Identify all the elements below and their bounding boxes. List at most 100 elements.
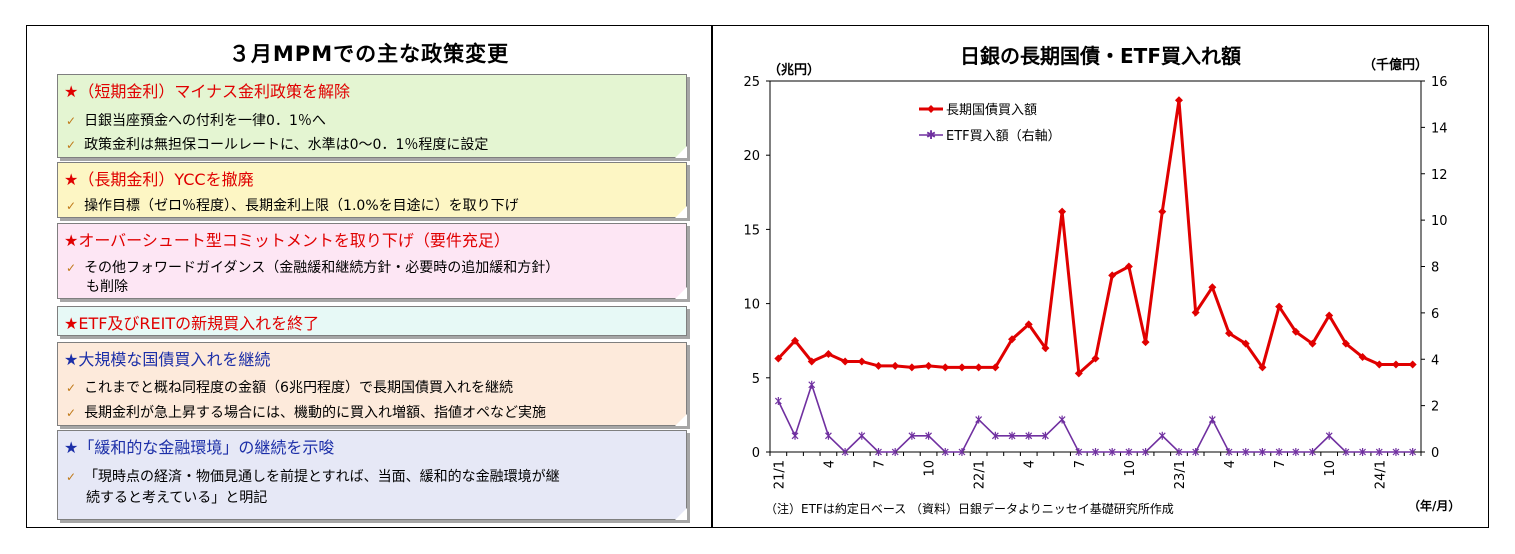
data-point xyxy=(974,363,983,372)
folded-corner-icon xyxy=(675,414,687,426)
x-tick-label: 4 xyxy=(1023,460,1038,468)
data-point xyxy=(1041,431,1049,440)
data-point xyxy=(841,448,849,456)
data-point xyxy=(875,448,882,456)
data-point xyxy=(1075,448,1083,456)
data-point xyxy=(1225,329,1234,338)
policy-box-short-rate: ★（短期金利）マイナス金利政策を解除 ✓ 日銀当座預金への付利を一律0．1％へ ✓… xyxy=(57,74,687,158)
right-tick-label: 16 xyxy=(1431,75,1448,90)
data-point xyxy=(1091,354,1100,363)
x-tick-label: 4 xyxy=(1223,460,1238,468)
plot-area xyxy=(769,80,1422,453)
data-point xyxy=(941,448,949,456)
bullet-item: ✓ これまでと概ね同程度の金額（6兆円程度）で長期国債買入れを継続 xyxy=(66,380,513,396)
policy-summary-panel: ３月MPMでの主な政策変更 ★（短期金利）マイナス金利政策を解除 ✓ 日銀当座預金… xyxy=(26,25,712,528)
data-point xyxy=(1108,271,1117,280)
data-point xyxy=(1125,448,1133,456)
data-point xyxy=(808,380,816,389)
bullet-item: ✓ 操作目標（ゼロ％程度）、長期金利上限（1.0%を目途に）を取り下げ xyxy=(66,198,519,214)
x-tick-label: 7 xyxy=(1073,460,1088,468)
data-point xyxy=(1108,448,1116,456)
x-tick-label: 4 xyxy=(822,460,837,468)
data-point xyxy=(1158,431,1166,440)
data-point xyxy=(991,431,999,440)
data-point xyxy=(891,448,899,456)
data-point xyxy=(858,431,866,440)
data-point xyxy=(1141,338,1150,347)
data-point xyxy=(1208,283,1217,292)
data-point xyxy=(791,336,800,345)
legend-label: 長期国債買入額 xyxy=(946,103,1037,118)
legend-label: ETF買入額（右軸） xyxy=(946,129,1061,144)
data-point xyxy=(1191,308,1200,317)
data-point xyxy=(975,415,983,424)
policy-box-financial-conditions: ★「緩和的な金融環境」の継続を示唆 ✓ 「現時点の経済・物価見通しを前提とすれば、… xyxy=(57,430,687,520)
bullet-item: ✓ 「現時点の経済・物価見通しを前提とすれば、当面、緩和的な金融環境が継 xyxy=(66,469,560,485)
check-icon: ✓ xyxy=(66,138,77,152)
data-point xyxy=(1258,363,1267,372)
data-point xyxy=(1092,448,1099,456)
data-point xyxy=(1308,339,1317,348)
data-point xyxy=(1358,353,1367,362)
data-point xyxy=(1175,448,1183,456)
data-point xyxy=(1325,311,1334,320)
policy-box-etf: ★ETF及びREITの新規買入れを終了 xyxy=(57,306,687,336)
bullet-continuation: も削除 xyxy=(86,279,128,295)
data-point xyxy=(1192,448,1200,456)
box-heading: ★大規模な国債買入れを継続 xyxy=(64,350,271,369)
series-line-0 xyxy=(777,100,1413,377)
data-point xyxy=(1008,431,1016,440)
x-tick-label: 21/1 xyxy=(772,460,787,489)
box-heading: ★（長期金利）YCCを撤廃 xyxy=(64,170,254,189)
data-point xyxy=(824,431,832,440)
right-axis-label: （千億円） xyxy=(1363,57,1428,73)
data-point xyxy=(1024,320,1033,329)
bullet-item: ✓ 長期金利が急上昇する場合には、機動的に買入れ増額、指値オペなど実施 xyxy=(66,405,547,421)
box-heading: ★オーバーシュート型コミットメントを取り下げ（要件充足） xyxy=(64,231,510,250)
data-point xyxy=(907,363,916,372)
data-point xyxy=(957,363,966,372)
data-point xyxy=(891,361,900,370)
right-tick-label: 6 xyxy=(1431,307,1439,322)
legend-marker: ✱ xyxy=(926,128,936,142)
left-tick-label: 10 xyxy=(743,298,760,313)
data-point xyxy=(1342,448,1350,456)
legend-marker xyxy=(927,105,935,113)
x-tick-label: 24/1 xyxy=(1373,460,1388,489)
data-point xyxy=(1275,448,1283,456)
right-tick-label: 12 xyxy=(1431,168,1448,183)
data-point xyxy=(1074,369,1083,378)
data-point xyxy=(1292,448,1300,456)
data-point xyxy=(1309,448,1316,456)
box-heading: ★（短期金利）マイナス金利政策を解除 xyxy=(64,82,351,101)
folded-corner-icon xyxy=(675,146,687,158)
left-tick-label: 0 xyxy=(752,446,760,461)
check-icon: ✓ xyxy=(66,261,77,275)
left-tick-label: 5 xyxy=(752,372,760,387)
data-point xyxy=(1341,339,1350,348)
left-tick-label: 25 xyxy=(743,75,760,90)
data-point xyxy=(1225,448,1233,456)
policy-box-ycc: ★（長期金利）YCCを撤廃 ✓ 操作目標（ゼロ％程度）、長期金利上限（1.0%を目… xyxy=(57,162,687,218)
x-tick-label: 10 xyxy=(1123,460,1138,477)
data-point xyxy=(857,357,866,366)
data-point xyxy=(941,363,950,372)
bullet-continuation: 続すると考えている」と明記 xyxy=(86,490,268,506)
x-tick-label: 10 xyxy=(923,460,938,477)
chart-note: （注）ETFは約定日ベース （資料）日銀データよりニッセイ基礎研究所作成 xyxy=(765,501,1174,516)
right-tick-label: 4 xyxy=(1431,353,1439,368)
data-point xyxy=(1275,302,1284,311)
check-icon: ✓ xyxy=(66,381,77,395)
chart-title: 日銀の長期国債・ETF買入れ額 xyxy=(960,44,1241,68)
data-point xyxy=(1124,262,1133,271)
x-tick-label: 7 xyxy=(873,460,888,468)
check-icon: ✓ xyxy=(66,199,77,213)
data-point xyxy=(807,357,816,366)
data-point xyxy=(924,361,933,370)
data-point xyxy=(774,354,783,363)
data-point xyxy=(1409,448,1417,456)
data-point xyxy=(958,448,966,456)
data-point xyxy=(1008,335,1017,344)
box-heading: ★ETF及びREITの新規買入れを終了 xyxy=(64,314,320,333)
bullet-item: ✓ 日銀当座預金への付利を一律0．1％へ xyxy=(66,113,326,129)
